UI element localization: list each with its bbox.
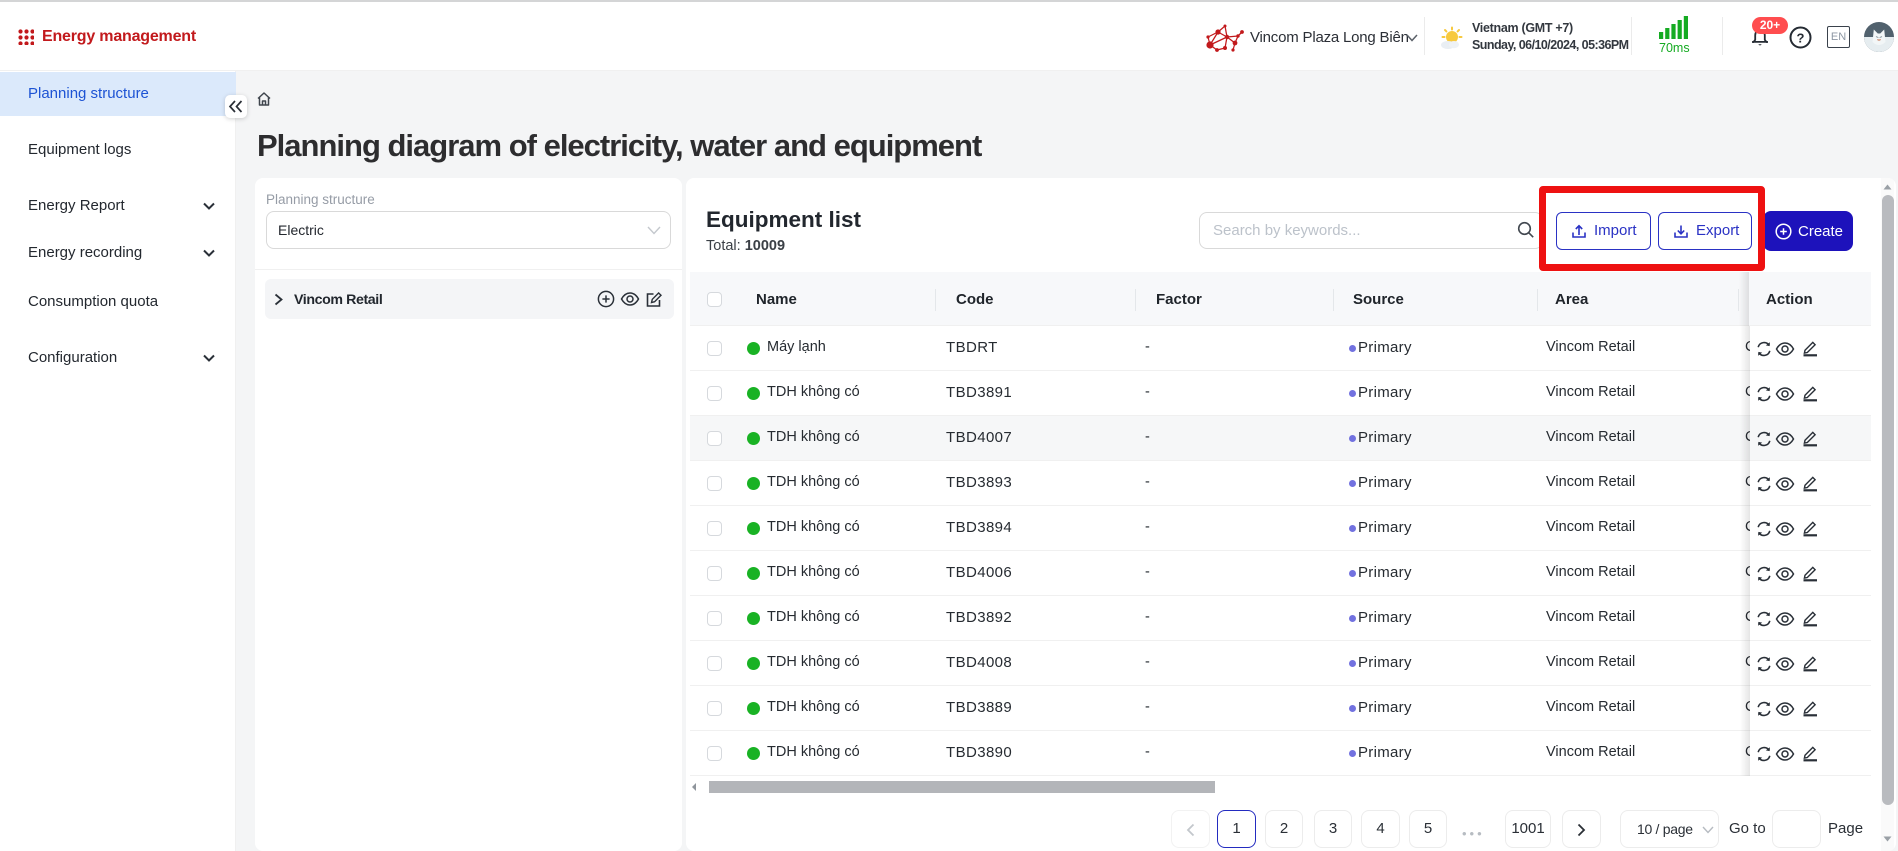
svg-text:?: ? bbox=[1797, 31, 1805, 46]
